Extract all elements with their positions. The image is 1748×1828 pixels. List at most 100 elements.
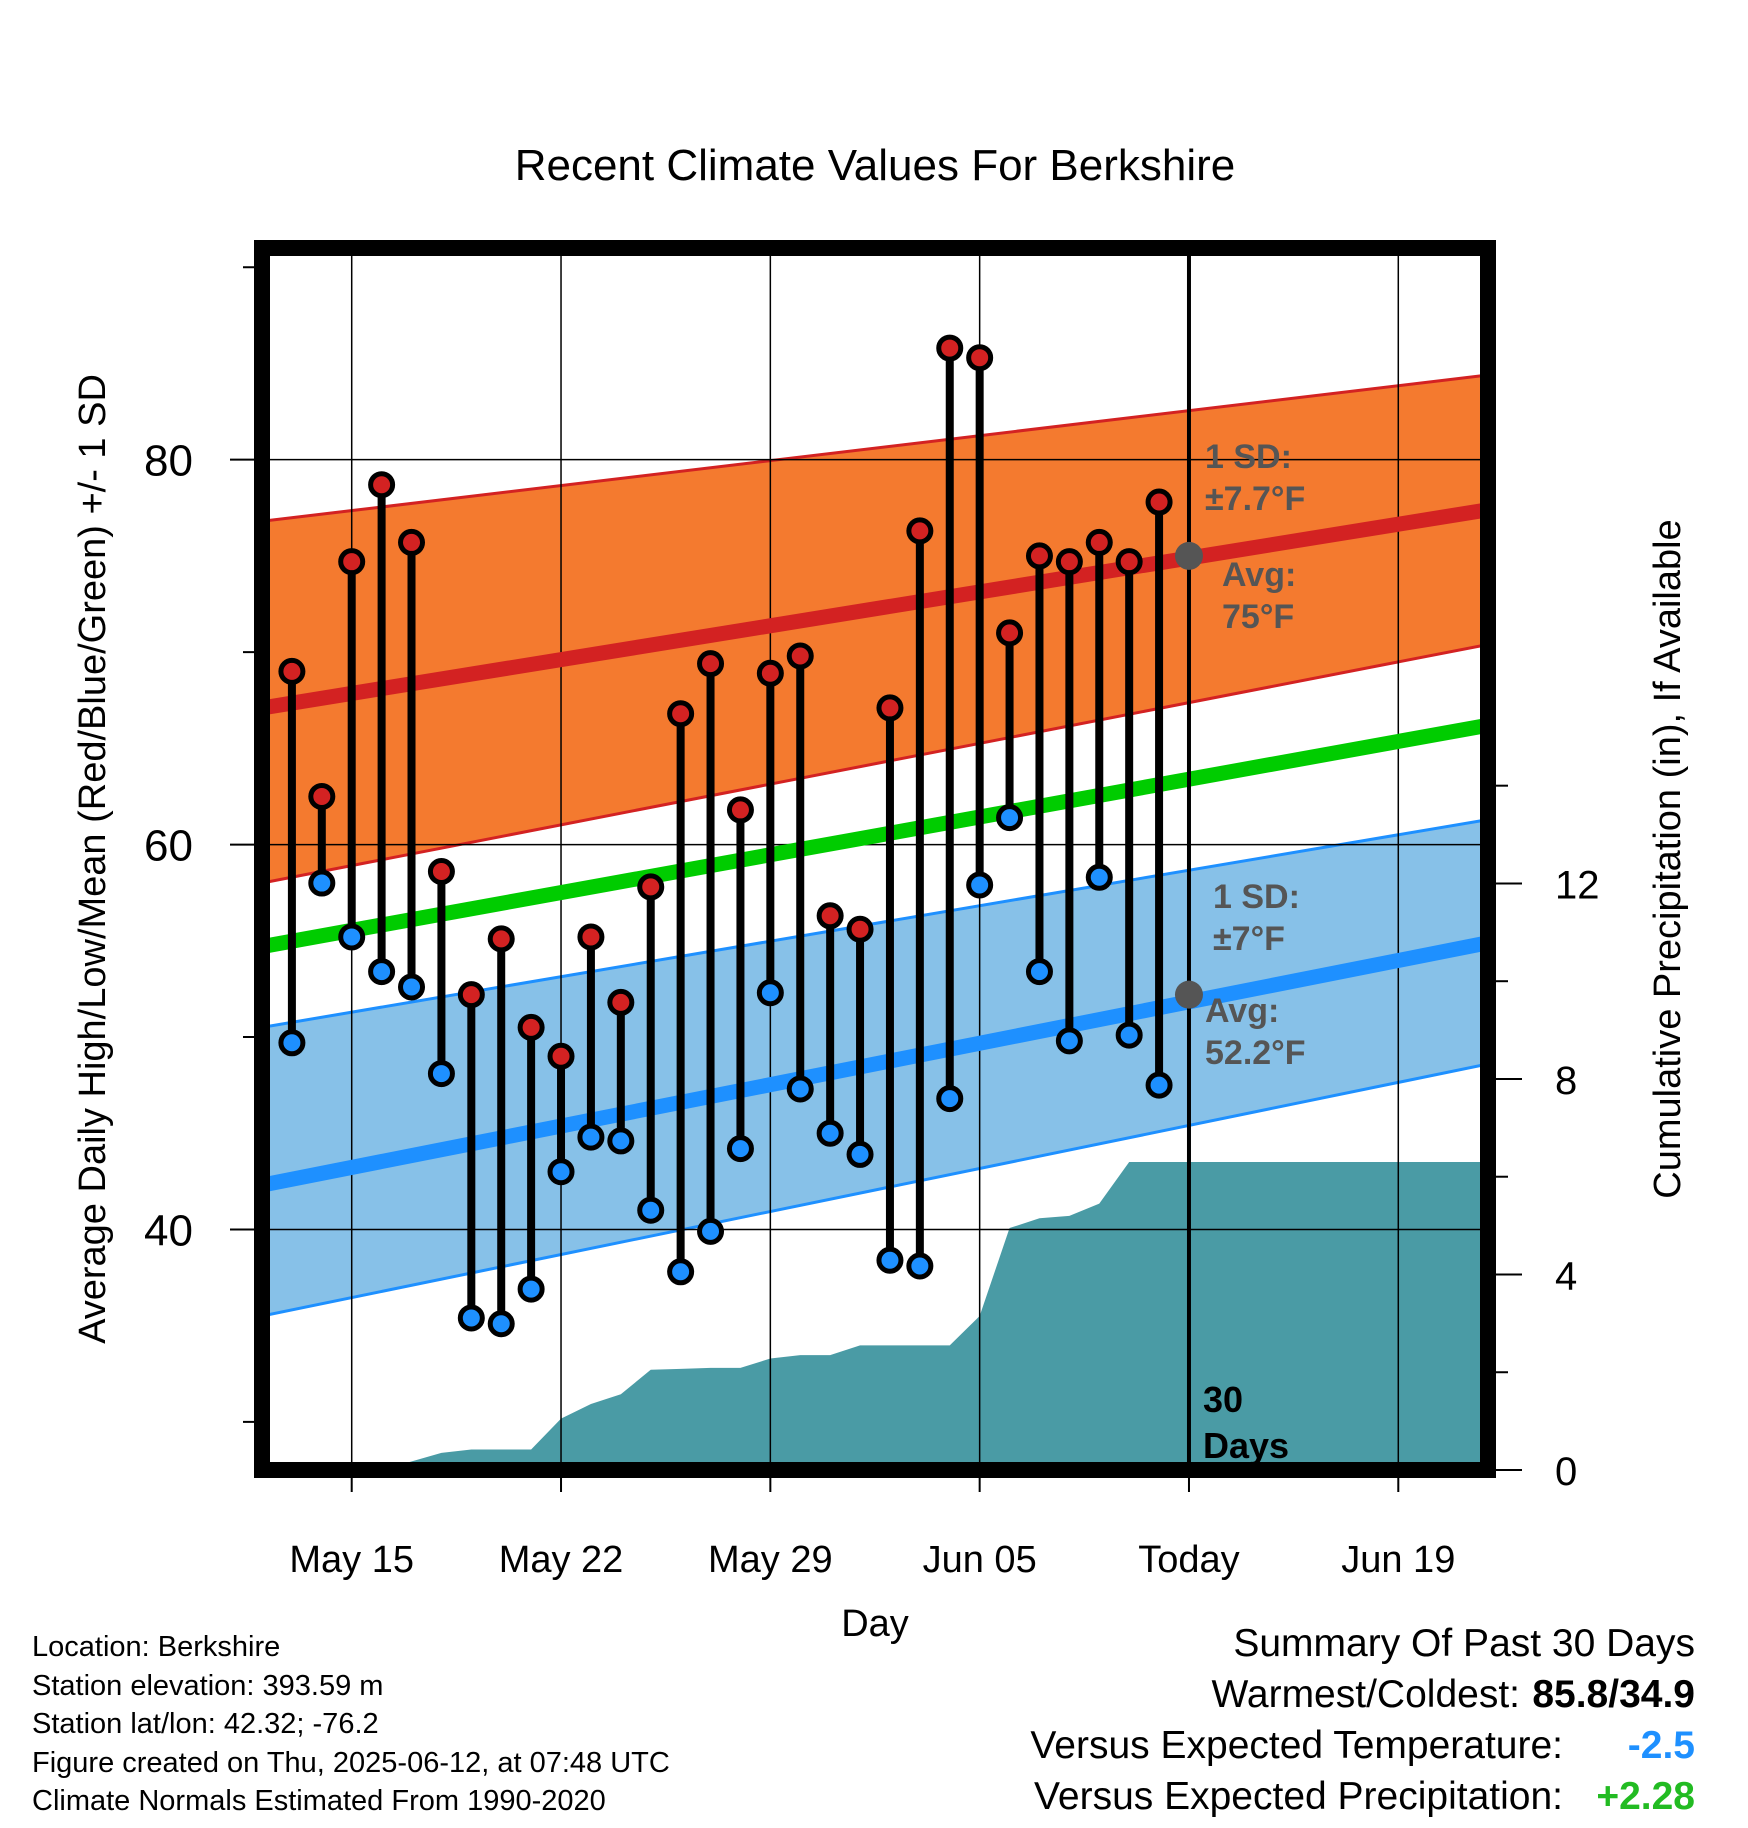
y2-axis-label: Cumulative Precipitation (in), If Availa… (1647, 519, 1689, 1198)
daily-high-point (457, 981, 485, 1009)
daily-high-point (667, 700, 695, 728)
x-axis-label: Day (841, 1603, 909, 1645)
daily-high-point (338, 548, 366, 576)
daily-low-point (457, 1304, 485, 1332)
daily-low-point (547, 1158, 575, 1186)
daily-low-point (338, 923, 366, 951)
daily-high-point (368, 471, 396, 499)
daily-high-point (308, 782, 336, 810)
high-sd-band (262, 375, 1488, 884)
normal-high-line (262, 502, 1488, 716)
summary-temp-row: Versus Expected Temperature: -2.5 (795, 1720, 1695, 1771)
y-tick-label: 80 (144, 437, 193, 486)
daily-low-point (846, 1140, 874, 1168)
daily-high-point (966, 344, 994, 372)
x-tick-label: May 15 (289, 1539, 414, 1581)
x-tick-label: Jun 05 (923, 1539, 1037, 1581)
daily-low-point (876, 1246, 904, 1274)
daily-low-point (936, 1085, 964, 1113)
chart-title: Recent Climate Values For Berkshire (515, 141, 1236, 190)
daily-low-point (697, 1217, 725, 1245)
daily-low-point (278, 1029, 306, 1057)
high-sd-band-upper-edge (262, 373, 1488, 523)
normal-low-line (262, 935, 1488, 1193)
daily-high-point (547, 1042, 575, 1070)
precip-value: +2.28 (1596, 1775, 1695, 1818)
precip-label: Versus Expected Precipitation: (1034, 1775, 1563, 1818)
daily-low-point (1145, 1071, 1173, 1099)
daily-high-point (1085, 528, 1113, 556)
x-tick-label: May 29 (708, 1539, 833, 1581)
daily-high-point (1115, 548, 1143, 576)
daily-high-point (607, 988, 635, 1016)
daily-low-point (816, 1119, 844, 1147)
temp-label: Versus Expected Temperature: (1030, 1724, 1563, 1767)
summary-title: Summary Of Past 30 Days (1233, 1622, 1695, 1665)
low-avg-annotation: Avg: 52.2°F (1205, 992, 1306, 1072)
daily-low-point (368, 958, 396, 986)
elevation-text: Station elevation: 393.59 m (32, 1669, 384, 1702)
daily-high-point (1055, 548, 1083, 576)
daily-high-point (876, 694, 904, 722)
daily-low-point (308, 869, 336, 897)
daily-high-point (816, 902, 844, 930)
daily-high-point (936, 334, 964, 362)
y2-tick-label: 0 (1555, 1450, 1577, 1494)
daily-low-point (1085, 863, 1113, 891)
daily-high-point (726, 796, 754, 824)
summary-precip-row: Versus Expected Precipitation: +2.28 (795, 1771, 1695, 1822)
daily-high-point (637, 873, 665, 901)
daily-low-point (996, 804, 1024, 832)
latlon-text: Station lat/lon: 42.32; -76.2 (32, 1708, 379, 1740)
daily-low-point (756, 979, 784, 1007)
daily-high-point (487, 925, 515, 953)
y2-tick-label: 4 (1555, 1254, 1577, 1298)
daily-high-point (996, 619, 1024, 647)
daily-high-point (278, 657, 306, 685)
normals-text: Climate Normals Estimated From 1990-2020 (32, 1785, 606, 1817)
y-axis-label: Average Daily High/Low/Mean (Red/Blue/Gr… (72, 374, 114, 1344)
daily-low-point (487, 1310, 515, 1338)
daily-high-point (1145, 488, 1173, 516)
daily-high-point (846, 915, 874, 943)
normal-mean-line (262, 717, 1488, 954)
daily-low-point (577, 1123, 605, 1151)
plot-area (262, 248, 1488, 1470)
y-tick-label: 40 (144, 1206, 193, 1255)
y-tick-label: 60 (144, 822, 193, 871)
warmest-label: Warmest/Coldest: (1211, 1673, 1520, 1716)
daily-low-point (607, 1127, 635, 1155)
daily-high-point (756, 659, 784, 687)
station-info: Location: Berkshire Station elevation: 3… (32, 1628, 852, 1821)
days-annotation: 30 Days (1203, 1379, 1289, 1466)
warmest-value: 85.8/34.9 (1532, 1673, 1695, 1716)
daily-high-point (1025, 542, 1053, 570)
daily-low-point (427, 1060, 455, 1088)
today-high-avg-marker (1174, 541, 1203, 570)
daily-high-point (577, 923, 605, 951)
y2-tick-label: 8 (1555, 1059, 1577, 1103)
daily-high-point (697, 650, 725, 678)
daily-low-point (966, 871, 994, 899)
daily-low-point (517, 1275, 545, 1303)
low-sd-annotation: 1 SD: ±7°F (1213, 878, 1300, 958)
daily-low-point (667, 1258, 695, 1286)
temp-value: -2.5 (1627, 1724, 1695, 1767)
x-tick-label: Today (1138, 1539, 1239, 1581)
x-tick-label: May 22 (499, 1539, 624, 1581)
location-text: Location: Berkshire (32, 1631, 281, 1663)
daily-low-point (637, 1196, 665, 1224)
daily-low-point (1025, 958, 1053, 986)
daily-low-point (726, 1135, 754, 1163)
today-low-avg-marker (1174, 980, 1203, 1009)
summary-panel: Summary Of Past 30 Days Warmest/Coldest:… (795, 1618, 1695, 1822)
daily-high-point (398, 528, 426, 556)
precip-area (262, 1162, 1488, 1470)
daily-low-point (906, 1252, 934, 1280)
daily-low-point (398, 973, 426, 1001)
summary-warmest-row: Warmest/Coldest: 85.8/34.9 (795, 1669, 1695, 1720)
low-sd-band-lower-edge (262, 1062, 1488, 1318)
daily-high-point (906, 517, 934, 545)
daily-high-point (786, 642, 814, 670)
